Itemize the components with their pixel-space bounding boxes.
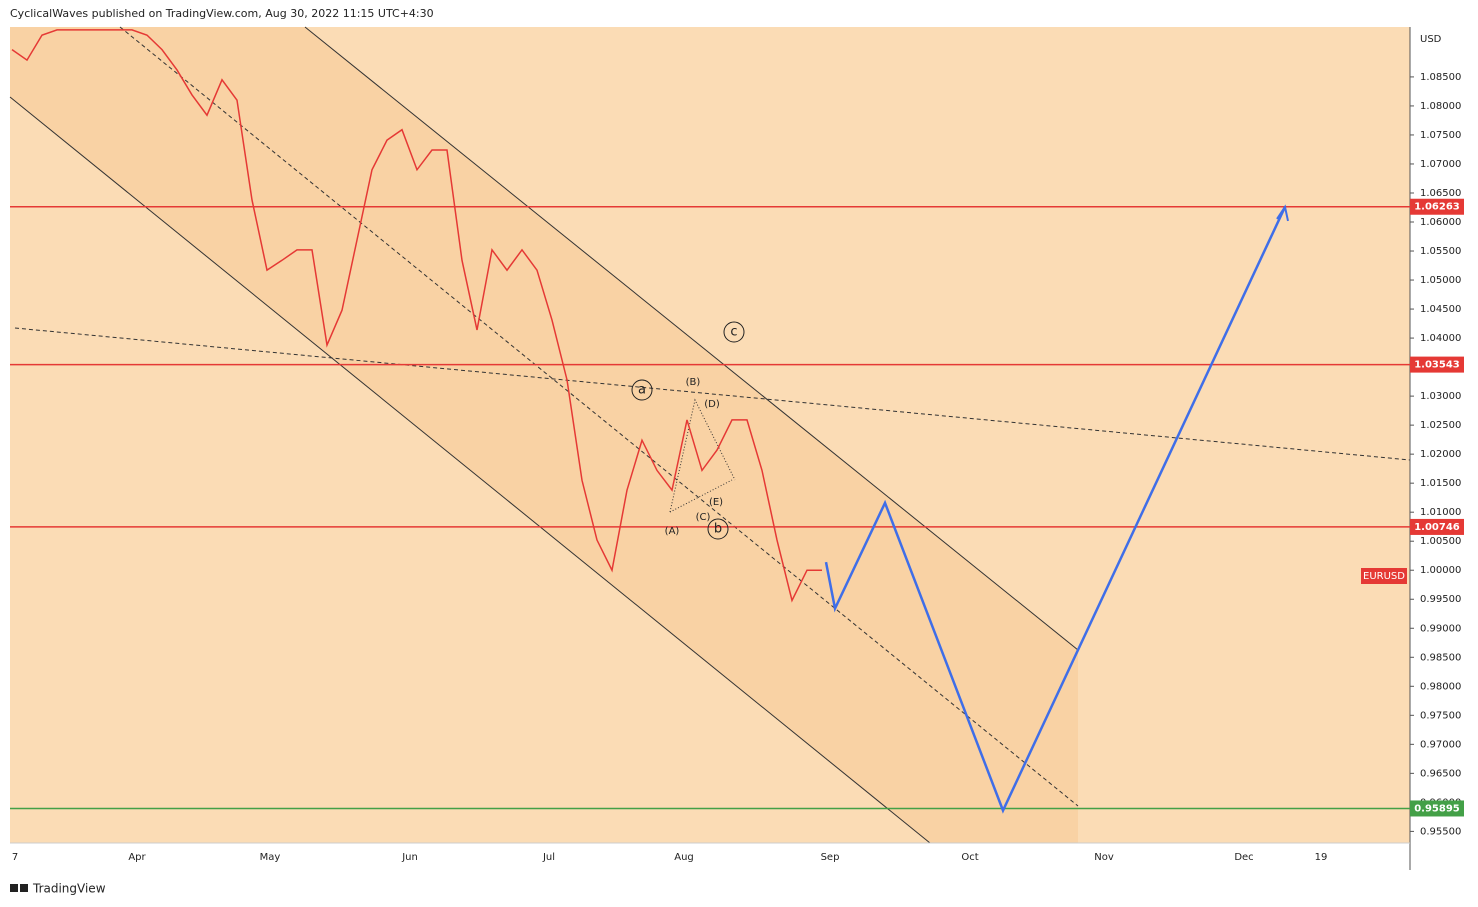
- x-tick-label: Jul: [542, 852, 555, 863]
- y-tick-label: 1.00500: [1420, 536, 1461, 547]
- x-tick-label: Aug: [674, 852, 694, 863]
- wave-circle: [631, 379, 653, 401]
- x-tick-label: May: [260, 852, 281, 863]
- y-tick-label: 1.01500: [1420, 478, 1461, 489]
- x-tick-label: 19: [1315, 852, 1328, 863]
- projection-line: [824, 206, 1287, 814]
- y-tick-label: 0.99500: [1420, 594, 1461, 605]
- y-tick-label: 0.96500: [1420, 768, 1461, 779]
- wave-label: (A): [665, 526, 680, 537]
- y-tick-label: 1.02000: [1420, 449, 1461, 460]
- wave-label: c: [730, 325, 737, 340]
- y-tick-label: 0.97000: [1420, 739, 1461, 750]
- level-tag: [1410, 198, 1464, 215]
- y-tick-label: 1.06500: [1420, 188, 1461, 199]
- y-tick-label: 0.98000: [1420, 681, 1461, 692]
- channel-upper: [304, 26, 1079, 651]
- wave-label: a: [638, 383, 646, 398]
- level-label: 1.00746: [1414, 522, 1460, 533]
- y-tick-label: 1.04000: [1420, 333, 1461, 344]
- wave-label: b: [714, 522, 722, 537]
- channel-fill: [10, 27, 1078, 843]
- y-tick-label: 1.03000: [1420, 391, 1461, 402]
- level-tag: [1410, 800, 1464, 817]
- price-line: [11, 29, 822, 603]
- y-tick-label: 1.08000: [1420, 101, 1461, 112]
- y-tick-label: 1.06000: [1420, 217, 1461, 228]
- y-tick-label: 0.95500: [1420, 826, 1461, 837]
- level-label: 0.95895: [1414, 803, 1460, 814]
- y-tick-label: 1.07500: [1420, 130, 1461, 141]
- wave-label: (C): [696, 512, 711, 523]
- logo: [10, 884, 28, 892]
- currency: USD: [1420, 34, 1442, 45]
- level-tag: [1410, 356, 1464, 373]
- triangle: [669, 398, 736, 513]
- channel-mid: [119, 26, 1079, 807]
- level-tag: [1410, 518, 1464, 535]
- arrow-head: [1276, 204, 1289, 222]
- y-tick-label: 1.01000: [1420, 507, 1461, 518]
- wave-label: (E): [709, 497, 723, 508]
- level-label: 1.06263: [1414, 202, 1460, 213]
- symbol-tag: [1361, 568, 1407, 584]
- y-tick-label: 0.98500: [1420, 652, 1461, 663]
- y-tick-label: 1.00000: [1420, 565, 1461, 576]
- y-tick-label: 1.05000: [1420, 275, 1461, 286]
- header: CyclicalWaves published on TradingView.c…: [10, 7, 434, 20]
- x-tick-label: 7: [12, 852, 18, 863]
- x-tick-label: Jun: [401, 852, 418, 863]
- x-tick-label: Oct: [961, 852, 978, 863]
- y-tick-label: 0.97500: [1420, 710, 1461, 721]
- y-tick-label: 1.04500: [1420, 304, 1461, 315]
- y-tick-label: 1.08500: [1420, 72, 1461, 83]
- wave-label: (D): [704, 399, 720, 410]
- trend-line: [14, 327, 1411, 461]
- y-tick-label: 1.02500: [1420, 420, 1461, 431]
- level-label: 1.03543: [1414, 360, 1460, 371]
- x-tick-label: Nov: [1094, 852, 1114, 863]
- x-tick-label: Sep: [821, 852, 840, 863]
- wave-label: (B): [686, 377, 701, 388]
- y-tick-label: 1.05500: [1420, 246, 1461, 257]
- symbol-label: EURUSD: [1363, 571, 1405, 582]
- x-tick-label: Apr: [128, 852, 146, 863]
- channel-lower: [9, 96, 931, 844]
- y-tick-label: 0.99000: [1420, 623, 1461, 634]
- wave-circle: [723, 321, 745, 343]
- x-tick-label: Dec: [1234, 852, 1253, 863]
- footer: TradingView: [32, 882, 106, 896]
- wave-circle: [707, 518, 729, 540]
- y-tick-label: 1.07000: [1420, 159, 1461, 170]
